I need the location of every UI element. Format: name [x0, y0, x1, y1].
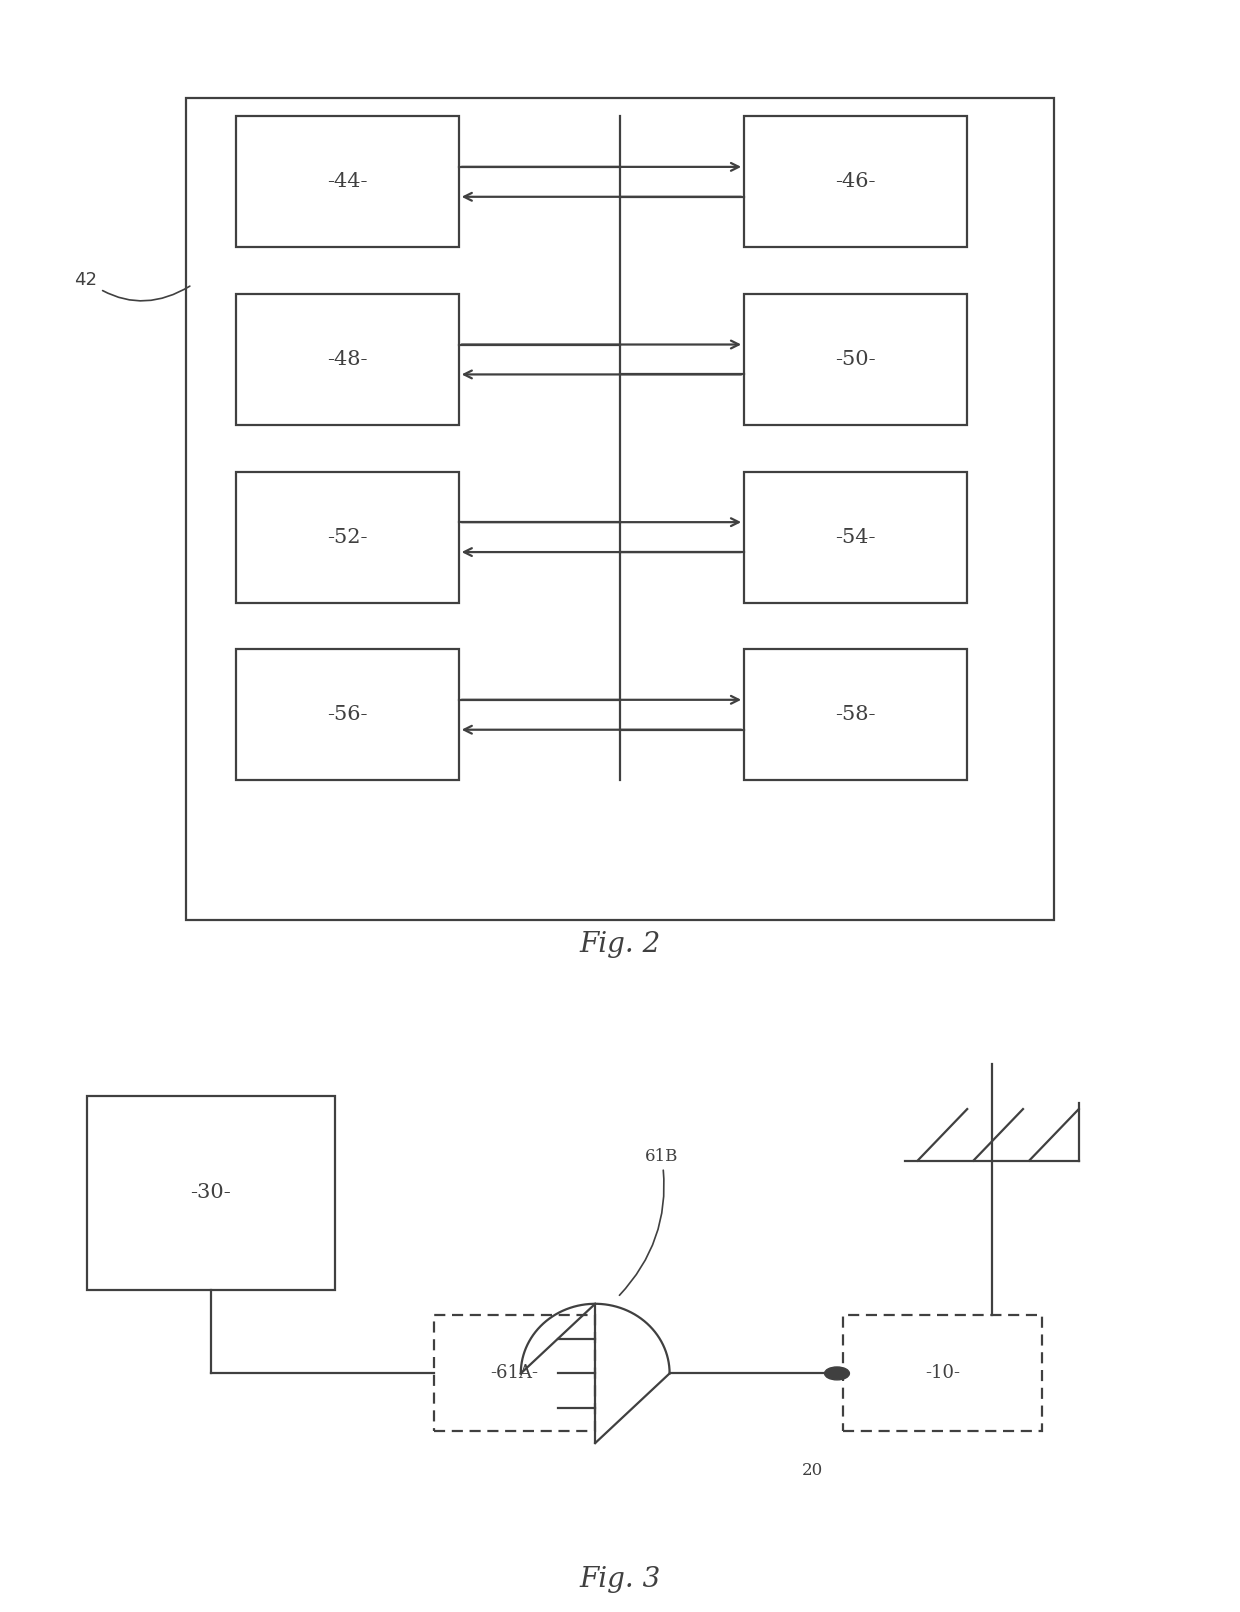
Text: -52-: -52-	[327, 527, 367, 546]
Bar	[744, 650, 967, 780]
Text: -10-: -10-	[925, 1364, 960, 1383]
Bar	[236, 293, 459, 426]
Text: -58-: -58-	[836, 706, 875, 724]
Text: -48-: -48-	[327, 350, 367, 369]
Text: -54-: -54-	[836, 527, 875, 546]
Bar	[843, 1315, 1042, 1431]
Text: Fig. 2: Fig. 2	[579, 930, 661, 958]
Text: -50-: -50-	[836, 350, 875, 369]
Text: -56-: -56-	[327, 706, 367, 724]
Circle shape	[825, 1367, 849, 1380]
Text: -44-: -44-	[327, 172, 367, 192]
Bar	[744, 116, 967, 247]
Bar	[186, 98, 1054, 920]
Bar	[236, 472, 459, 603]
Text: 20: 20	[801, 1462, 823, 1478]
Bar	[236, 116, 459, 247]
Text: -61A-: -61A-	[491, 1364, 538, 1383]
Text: -30-: -30-	[191, 1183, 231, 1203]
Text: 42: 42	[74, 271, 190, 301]
Bar	[744, 293, 967, 426]
Bar	[236, 650, 459, 780]
Bar	[434, 1315, 595, 1431]
Bar	[87, 1096, 335, 1290]
Text: -46-: -46-	[836, 172, 875, 192]
Bar	[744, 472, 967, 603]
Text: 61B: 61B	[620, 1148, 678, 1296]
Text: Fig. 3: Fig. 3	[579, 1565, 661, 1593]
